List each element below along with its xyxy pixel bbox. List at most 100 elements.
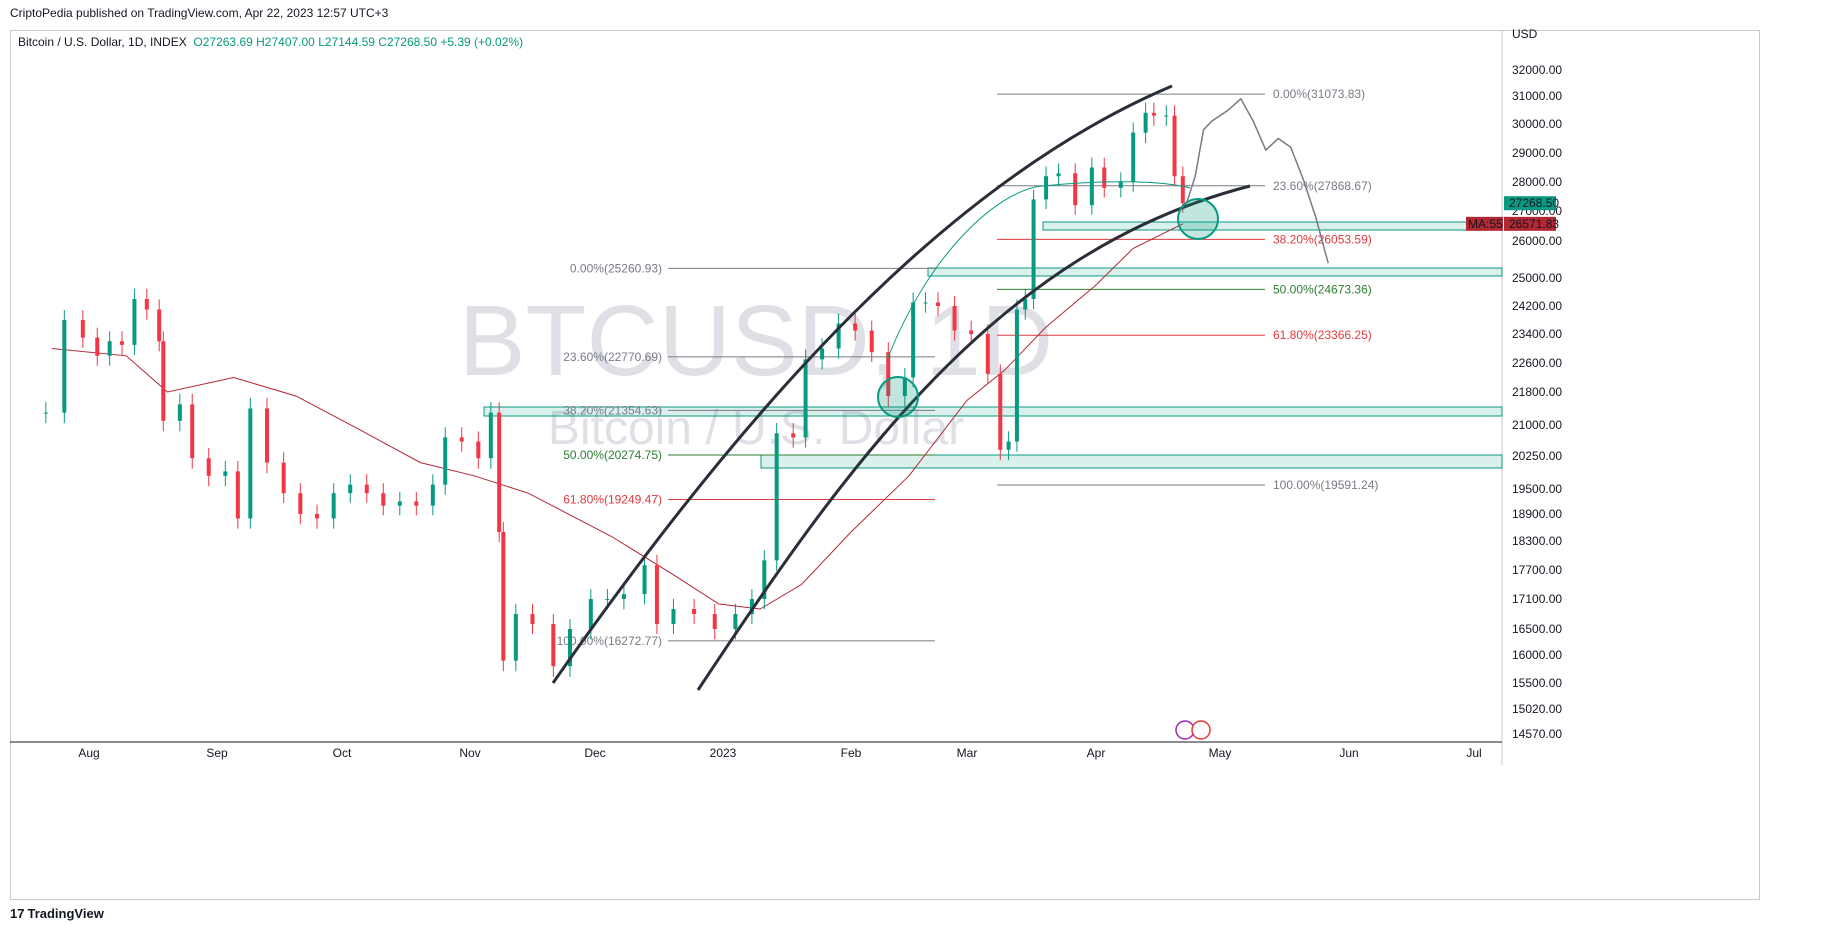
candle-body <box>762 560 767 599</box>
y-tick-label: 26000.00 <box>1512 234 1562 248</box>
candle-body <box>923 302 928 304</box>
candle-body <box>1118 182 1123 188</box>
candle-body <box>551 624 556 667</box>
candle-body <box>1056 173 1061 177</box>
candle-body <box>1180 176 1185 204</box>
y-tick-label: 24200.00 <box>1512 299 1562 313</box>
candle-body <box>1172 115 1177 177</box>
candle-body <box>476 441 481 459</box>
watermark-symbol: BTCUSD, 1D <box>459 285 1054 397</box>
candle-body <box>80 320 85 338</box>
y-tick-label: 25000.00 <box>1512 271 1562 285</box>
last-price-tag <box>1504 196 1556 211</box>
candle-body <box>1143 112 1148 133</box>
fib-level-label: 50.00%(24673.36) <box>1273 282 1372 296</box>
candle-body <box>190 404 195 459</box>
candle-body <box>430 484 435 506</box>
open-value: O27263.69 <box>193 35 253 49</box>
y-tick-label: 17100.00 <box>1512 592 1562 606</box>
candle-body <box>414 501 419 506</box>
candle-body <box>1006 441 1011 450</box>
publisher-line: CriptoPedia published on TradingView.com… <box>10 6 389 20</box>
candle-body <box>886 352 891 397</box>
candle-body <box>161 341 166 421</box>
candle-body <box>497 412 502 532</box>
candle-body <box>712 614 717 629</box>
candle-body <box>853 323 858 331</box>
tradingview-footer[interactable]: 17 TradingView <box>10 906 104 921</box>
candle-body <box>1089 167 1094 206</box>
candle-body <box>671 609 676 624</box>
candle-body <box>733 614 738 629</box>
flag-icon <box>1191 720 1211 740</box>
candle-body <box>774 433 779 561</box>
candle-body <box>568 629 572 667</box>
candle-body <box>397 501 402 506</box>
candle-body <box>107 341 112 356</box>
candle-body <box>1151 112 1156 116</box>
y-tick-label: 16500.00 <box>1512 622 1562 636</box>
symbol-name: Bitcoin / U.S. Dollar, 1D, INDEX <box>18 35 187 49</box>
fib-level-label: 50.00%(20274.75) <box>563 448 662 462</box>
candle-body <box>315 514 319 519</box>
highlight-circle <box>1177 198 1219 240</box>
y-tick-label: 17700.00 <box>1512 563 1562 577</box>
candle-body <box>836 323 841 349</box>
candle-body <box>1023 299 1028 310</box>
fib-level-label: 100.00%(19591.24) <box>1273 478 1378 492</box>
x-tick-label: Nov <box>459 746 480 760</box>
x-tick-label: Feb <box>841 746 862 760</box>
y-tick-label: 16000.00 <box>1512 648 1562 662</box>
candle-body <box>132 299 137 345</box>
x-tick-label: May <box>1209 746 1232 760</box>
candle-body <box>654 565 659 624</box>
candle-body <box>869 330 874 353</box>
support-zone <box>927 267 1503 277</box>
candle-body <box>1031 199 1036 299</box>
high-value: H27407.00 <box>256 35 315 49</box>
fib-level-label: 38.20%(21354.63) <box>563 403 662 417</box>
candle-body <box>1164 115 1169 117</box>
x-tick-label: Mar <box>957 746 978 760</box>
currency-label: USD <box>1512 27 1538 41</box>
candle-body <box>298 493 303 514</box>
support-zone <box>1042 221 1503 231</box>
y-tick-label: 21000.00 <box>1512 418 1562 432</box>
candle-body <box>206 458 211 476</box>
y-tick-label: 31000.00 <box>1512 89 1562 103</box>
x-tick-label: Oct <box>333 746 352 760</box>
y-tick-label: 15500.00 <box>1512 676 1562 690</box>
upper-trend-curve <box>551 84 1173 684</box>
fib-level-label: 23.60%(27868.67) <box>1273 179 1372 193</box>
change-value: +5.39 (+0.02%) <box>440 35 524 49</box>
candle-body <box>969 330 974 334</box>
fib-level-label: 0.00%(31073.83) <box>1273 87 1365 101</box>
candle-body <box>605 599 610 600</box>
lower-trend-curve <box>696 184 1251 691</box>
ma-name-label: MA:55 <box>1468 217 1503 231</box>
ma-value-tag <box>1504 216 1556 231</box>
tradingview-logo-icon: 17 <box>10 906 25 921</box>
candle-body <box>1131 132 1136 182</box>
candle-body <box>936 302 940 306</box>
candle-body <box>348 484 353 494</box>
arc-curve <box>886 181 1191 361</box>
y-tick-label: 32000.00 <box>1512 63 1562 77</box>
ma-value-label: 26571.83 <box>1509 217 1559 231</box>
support-zone <box>760 454 1503 469</box>
candle-body <box>803 359 808 438</box>
projection-path <box>1186 97 1329 264</box>
y-tick-label: 19500.00 <box>1512 482 1562 496</box>
last-price-value: 27268.50 <box>1509 196 1559 210</box>
y-tick-label: 18300.00 <box>1512 534 1562 548</box>
candle-body <box>459 437 464 442</box>
candle-body <box>952 306 957 331</box>
candle-body <box>223 471 228 476</box>
support-zone <box>483 406 1503 417</box>
y-tick-label: 29000.00 <box>1512 146 1562 160</box>
candle-body <box>443 437 448 485</box>
x-tick-label: Sep <box>206 746 228 760</box>
fib-level-label: 61.80%(23366.25) <box>1273 328 1372 342</box>
candle-body <box>501 532 506 661</box>
